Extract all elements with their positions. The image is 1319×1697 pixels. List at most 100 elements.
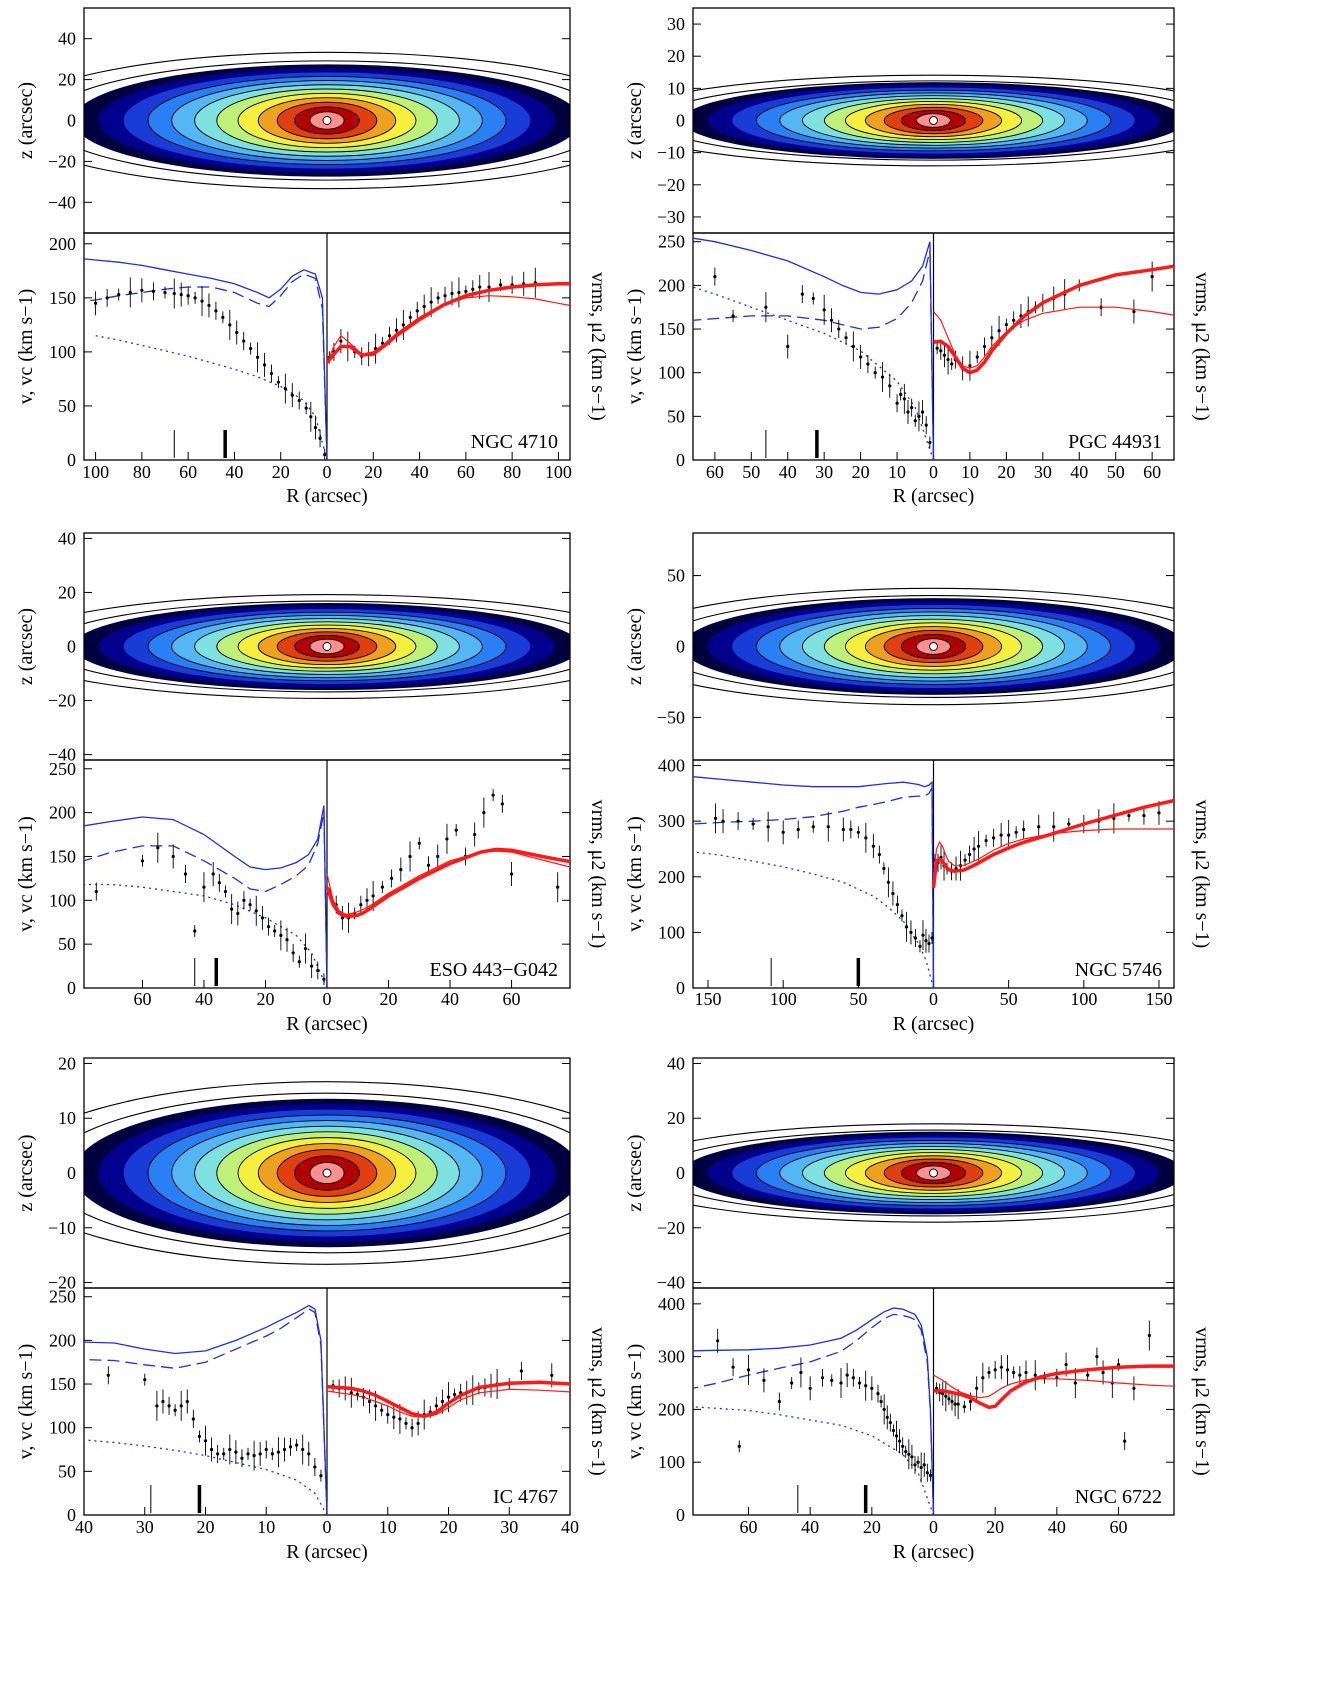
data-point [1024,1370,1028,1375]
data-point [886,880,891,884]
kin-curves [84,789,570,988]
kin-xtick-label-left: 20 [256,989,274,1009]
data-point [365,898,369,902]
data-point [1073,1381,1077,1385]
data-point [426,863,431,867]
data-point [450,291,454,296]
data-point [879,1399,883,1404]
galaxy-centre [322,1168,332,1178]
data-point [473,832,477,837]
image-ytick-label: 0 [676,111,685,131]
kin-ylabel-right: vrms, μ2 (km s−1) [1191,800,1213,949]
data-point [128,290,132,295]
data-point [416,1421,420,1425]
data-point [731,1365,735,1369]
galaxy-image: −50 0 50 z (arcsec) [624,532,1175,761]
data-point [907,1452,911,1456]
image-ylabel: z (arcsec) [624,608,646,685]
data-point [808,1386,812,1390]
data-point [781,830,785,834]
data-point [762,1378,766,1382]
series-blue-dotted-left [693,851,935,988]
galaxy-image: −20 −10 0 10 20 z (arcsec) [15,1053,571,1293]
kin-xtick-label-left: 40 [801,1517,819,1537]
data-point [864,836,868,840]
data-point [230,907,234,911]
data-point [242,898,246,902]
data-point [389,876,394,880]
kin-curves [84,258,570,460]
series-blue-dashed-left [693,787,935,988]
data-point [269,371,274,376]
data-point [316,968,320,973]
data-point [934,1386,939,1390]
data-point [273,929,277,933]
model-isophote [693,74,1174,167]
kinematic-panel: 0 100 200 300 400 150 100 50 0 50 100 150 NGC 5746 R … [624,756,1213,1035]
data-point [851,1376,855,1380]
data-point [464,289,468,293]
data-point [323,452,327,457]
data-point [910,1455,914,1459]
data-point [1012,1370,1016,1375]
data-point [909,930,913,934]
model-isophote [84,51,570,190]
kin-xtick-label-right: 50 [1000,989,1018,1009]
data-point [919,1465,923,1470]
data-point [282,1447,287,1452]
galaxy-centre [322,116,332,125]
data-point [922,1463,926,1467]
kin-xtick-label-left: 20 [863,1517,881,1537]
series-blue-solid-left [84,258,328,460]
kin-xtick-label-left: 10 [257,1517,275,1537]
kin-curves [693,237,1174,460]
kin-ylabel-right: vrms, μ2 (km s−1) [587,1327,609,1476]
image-ylabel: z (arcsec) [15,1134,37,1211]
series-red-thick-right [933,264,1174,375]
image-ytick-label: 40 [667,1053,685,1073]
contour-layer [84,51,570,190]
data-point [946,357,950,362]
data-point [242,339,246,343]
image-ytick-label: −20 [48,151,76,171]
data-point [713,275,717,279]
image-ytick-label: 40 [58,29,76,49]
kin-ytick-label: 150 [49,846,76,866]
data-point [191,1417,195,1421]
data-point [318,436,322,440]
data-point [248,903,252,907]
data-point [900,914,904,918]
data-point [556,885,560,889]
data-point [367,1399,372,1404]
data-point [984,839,988,843]
data-point [1132,1386,1136,1390]
kin-xtick-label-left: 0 [323,989,332,1009]
galaxy-image: −40 −20 0 20 40 z (arcsec) [624,1053,1175,1293]
model-isophote [84,600,570,693]
data-point [106,1373,110,1377]
kin-xtick-label-left: 0 [929,989,938,1009]
data-point [105,296,109,300]
kin-xlabel: R (arcsec) [893,485,975,507]
data-point [172,291,176,296]
image-ytick-label: −20 [657,1218,685,1238]
kin-ytick-label: 100 [658,363,685,383]
data-point [811,825,815,829]
data-point [207,303,211,308]
data-point [975,1386,979,1390]
kin-xtick-label-right: 50 [1107,462,1125,482]
data-point [963,858,967,862]
data-point [1116,1362,1121,1367]
image-ytick-label: −10 [48,1218,76,1238]
data-points-left [93,277,327,460]
data-point [387,334,392,338]
kin-xtick-label-left: 60 [706,462,724,482]
data-point [446,1395,451,1399]
data-point [921,933,925,937]
data-point [374,1404,378,1408]
series-blue-solid-left [84,1304,328,1515]
data-point [193,296,197,300]
data-point [410,1426,414,1430]
